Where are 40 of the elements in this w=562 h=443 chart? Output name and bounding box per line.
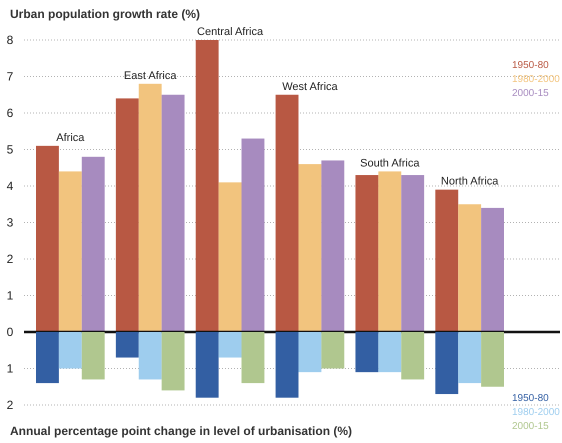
bar xyxy=(355,332,378,372)
y-tick-label: 4 xyxy=(6,179,14,194)
bar xyxy=(298,332,322,372)
text: 1980-2000 xyxy=(512,407,560,418)
bar xyxy=(82,332,105,380)
text: 1950-80 xyxy=(512,60,550,71)
x-tick-label: North Africa xyxy=(440,176,500,188)
text: 1950-80 xyxy=(512,393,550,404)
y-tick-label: 5 xyxy=(6,142,14,157)
y-tick-label: 2 xyxy=(6,252,14,266)
x-tick-label: West Africa xyxy=(282,80,339,93)
x-tick-label: East Africa xyxy=(124,70,178,82)
y-tick-label: 6 xyxy=(6,106,14,120)
y-axis-title: Annual percentage point change in level of urbanisation (%) xyxy=(10,424,352,438)
text: 2000-15 xyxy=(512,421,550,432)
bar xyxy=(401,332,424,380)
bar xyxy=(162,332,185,390)
bar xyxy=(242,332,264,384)
bar xyxy=(36,332,59,384)
text: 2000-15 xyxy=(512,88,550,99)
y-tick-label: 0 xyxy=(6,325,14,340)
bar xyxy=(378,332,402,372)
bar xyxy=(58,332,82,368)
x-tick-label: Africa xyxy=(56,132,86,144)
y-tick-label: 3 xyxy=(6,216,14,230)
bar xyxy=(321,332,344,368)
y-tick-label: 8 xyxy=(6,33,14,48)
y-axis-title: Urban population growth rate (%) xyxy=(10,7,200,21)
bar xyxy=(138,332,162,380)
text: 1980-2000 xyxy=(512,74,560,85)
x-tick-label: South Africa xyxy=(360,157,420,170)
y-tick-label: 1 xyxy=(6,362,14,376)
x-tick-label: Central Africa xyxy=(197,26,264,38)
y-tick-label: 1 xyxy=(6,288,14,303)
y-tick-label: 2 xyxy=(6,398,14,412)
bar xyxy=(196,332,219,398)
bar xyxy=(276,332,298,398)
bar xyxy=(116,332,139,358)
y-tick-label: 7 xyxy=(6,70,14,84)
bar xyxy=(218,332,242,358)
